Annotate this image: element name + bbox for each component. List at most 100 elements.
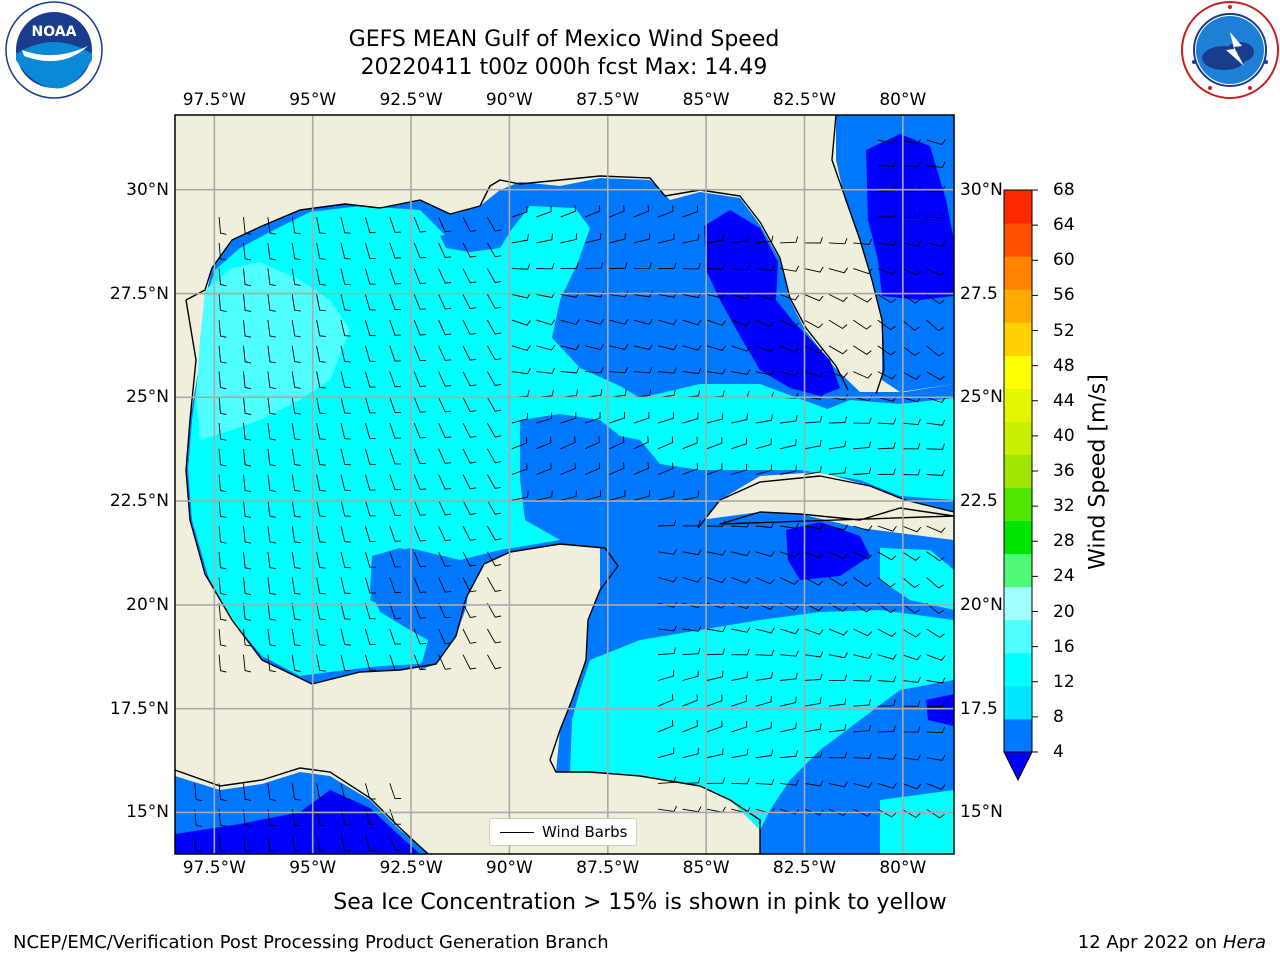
- wind-barb: [340, 268, 351, 286]
- wind-barb: [267, 834, 276, 853]
- wind-barb: [218, 474, 227, 493]
- wind-barb: [267, 577, 276, 595]
- wind-barb: [462, 397, 477, 413]
- wind-barb: [828, 628, 848, 636]
- wind-barb: [926, 551, 945, 562]
- lon-label-top: 80°W: [879, 90, 927, 110]
- wind-barb: [755, 438, 772, 450]
- wind-barb: [609, 490, 626, 501]
- colorbar-tick-label: 48: [1053, 355, 1075, 376]
- wind-barb: [316, 551, 326, 569]
- wind-barb: [340, 319, 351, 337]
- wind-barb: [926, 319, 944, 332]
- wind-barb: [901, 294, 921, 304]
- wind-barb: [438, 345, 452, 361]
- wind-barb: [291, 474, 301, 492]
- wind-barb: [877, 345, 896, 356]
- lat-label-left: 20°N: [126, 594, 169, 615]
- wind-barb: [755, 577, 775, 585]
- wind-barb: [731, 413, 748, 424]
- wind-barb: [780, 522, 800, 529]
- colorbar-tick-label: 32: [1053, 496, 1075, 517]
- wind-barb: [462, 474, 477, 490]
- wind-barb: [291, 577, 301, 595]
- footer-machine: Hera: [1222, 932, 1266, 953]
- wind-barb: [877, 676, 897, 683]
- wind-barb: [243, 834, 252, 853]
- wind-barb: [316, 397, 326, 415]
- wind-barb: [877, 160, 897, 167]
- wind-barb: [340, 603, 351, 620]
- wind-barb: [316, 783, 326, 801]
- wind-barb: [218, 320, 227, 338]
- wind-barb: [926, 241, 946, 247]
- lat-label-left: 27.5°N: [109, 283, 169, 304]
- wind-barb: [731, 264, 751, 271]
- lon-label-bottom: 92.5°W: [379, 858, 443, 878]
- colorbar-segment: [1004, 256, 1032, 290]
- wind-barb: [364, 783, 376, 800]
- wind-barb: [340, 834, 351, 852]
- wind-barb: [316, 500, 326, 518]
- wind-barb: [389, 834, 402, 851]
- wind-barb: [413, 551, 427, 568]
- wind-barb: [609, 462, 625, 475]
- wind-barb: [804, 697, 822, 707]
- wind-barb: [706, 670, 724, 681]
- wind-barb: [633, 490, 651, 501]
- wind-barb: [877, 319, 896, 331]
- wind-barb: [731, 721, 748, 733]
- wind-barb: [267, 320, 276, 338]
- lon-label-top: 85°W: [682, 90, 730, 110]
- lon-label-bottom: 87.5°W: [576, 858, 640, 878]
- gulf-sea-8-12: [188, 206, 954, 676]
- wind-barb: [755, 345, 775, 353]
- wind-barb: [828, 440, 847, 450]
- wind-barb: [682, 367, 702, 374]
- wind-barb: [779, 628, 800, 635]
- wind-barb: [706, 413, 724, 424]
- wind-barb: [853, 675, 872, 682]
- wind-barb: [438, 448, 452, 464]
- wind-barb: [731, 345, 751, 352]
- wind-barb: [218, 397, 227, 416]
- wind-barb: [633, 262, 652, 270]
- colorbar-segment: [1004, 388, 1032, 422]
- wind-barb: [877, 442, 896, 450]
- wind-barb: [413, 268, 427, 284]
- wind-barb: [926, 161, 946, 168]
- wind-barb: [584, 436, 600, 450]
- wind-barb: [584, 490, 602, 501]
- wind-barb: [828, 602, 848, 612]
- wind-barb: [682, 319, 702, 326]
- wind-barb: [364, 242, 376, 259]
- wind-barb: [316, 525, 326, 543]
- wind-barb: [218, 371, 227, 390]
- wind-barb: [316, 423, 326, 440]
- colorbar-segment: [1004, 718, 1032, 753]
- wind-barb: [511, 345, 531, 351]
- wind-barb: [316, 654, 326, 672]
- wind-barb: [243, 783, 252, 802]
- wind-barb: [560, 412, 577, 424]
- colorbar-segment: [1004, 619, 1032, 654]
- wind-barb: [926, 525, 946, 533]
- wind-barb: [218, 217, 227, 235]
- wind-barb: [389, 474, 402, 491]
- colorbar-tick-label: 56: [1053, 285, 1075, 306]
- wind-barb: [243, 500, 252, 518]
- wind-barb: [462, 268, 477, 284]
- wind-barb: [755, 293, 775, 300]
- wind-barb: [853, 577, 872, 587]
- wind-barb: [682, 776, 701, 784]
- wind-barb: [536, 205, 552, 218]
- wind-barb: [926, 294, 945, 305]
- colorbar-segment: [1004, 190, 1032, 224]
- wind-barb: [218, 500, 227, 518]
- wind-barb: [267, 500, 276, 518]
- wind-barb: [438, 654, 452, 670]
- wind-barb: [316, 268, 326, 286]
- wind-barb: [682, 344, 702, 351]
- wind-barb: [291, 551, 301, 569]
- wind-barb: [267, 268, 276, 287]
